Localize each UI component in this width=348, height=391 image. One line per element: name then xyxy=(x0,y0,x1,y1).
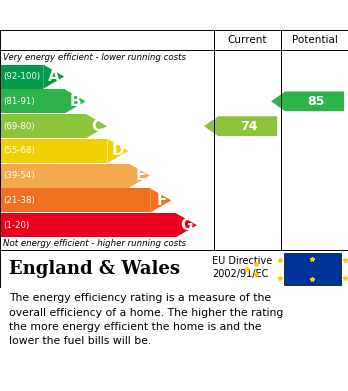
Polygon shape xyxy=(176,213,197,237)
Text: Not energy efficient - higher running costs: Not energy efficient - higher running co… xyxy=(3,239,187,248)
Bar xyxy=(0,213,176,237)
Text: 85: 85 xyxy=(307,95,325,108)
Text: C: C xyxy=(92,118,103,134)
Text: (92-100): (92-100) xyxy=(3,72,41,81)
Text: The energy efficiency rating is a measure of the
overall efficiency of a home. T: The energy efficiency rating is a measur… xyxy=(9,293,283,346)
Polygon shape xyxy=(108,139,128,163)
Polygon shape xyxy=(129,163,150,188)
Text: Energy Efficiency Rating: Energy Efficiency Rating xyxy=(9,7,219,23)
Polygon shape xyxy=(204,116,277,136)
Polygon shape xyxy=(271,91,344,111)
Text: A: A xyxy=(48,69,60,84)
Bar xyxy=(0,65,43,89)
Bar xyxy=(284,253,341,285)
Text: B: B xyxy=(70,94,81,109)
Bar xyxy=(0,163,129,188)
Text: (1-20): (1-20) xyxy=(3,221,30,230)
Bar xyxy=(0,188,150,212)
Bar xyxy=(0,139,108,163)
Text: (55-68): (55-68) xyxy=(3,146,35,155)
Text: (39-54): (39-54) xyxy=(3,171,35,180)
Text: G: G xyxy=(180,218,193,233)
Bar xyxy=(0,114,86,138)
Text: (81-91): (81-91) xyxy=(3,97,35,106)
Text: Current: Current xyxy=(228,35,267,45)
Polygon shape xyxy=(86,114,107,138)
Text: Very energy efficient - lower running costs: Very energy efficient - lower running co… xyxy=(3,53,187,62)
Text: (21-38): (21-38) xyxy=(3,196,35,205)
Polygon shape xyxy=(65,89,86,113)
Text: E: E xyxy=(135,168,145,183)
Text: F: F xyxy=(157,193,167,208)
Polygon shape xyxy=(43,65,64,89)
Bar xyxy=(0,89,65,113)
Text: D: D xyxy=(112,143,124,158)
Polygon shape xyxy=(150,188,171,212)
Text: Potential: Potential xyxy=(292,35,338,45)
Text: England & Wales: England & Wales xyxy=(9,260,180,278)
Text: 74: 74 xyxy=(240,120,258,133)
Text: EU Directive
2002/91/EC: EU Directive 2002/91/EC xyxy=(212,255,272,279)
Text: (69-80): (69-80) xyxy=(3,122,35,131)
